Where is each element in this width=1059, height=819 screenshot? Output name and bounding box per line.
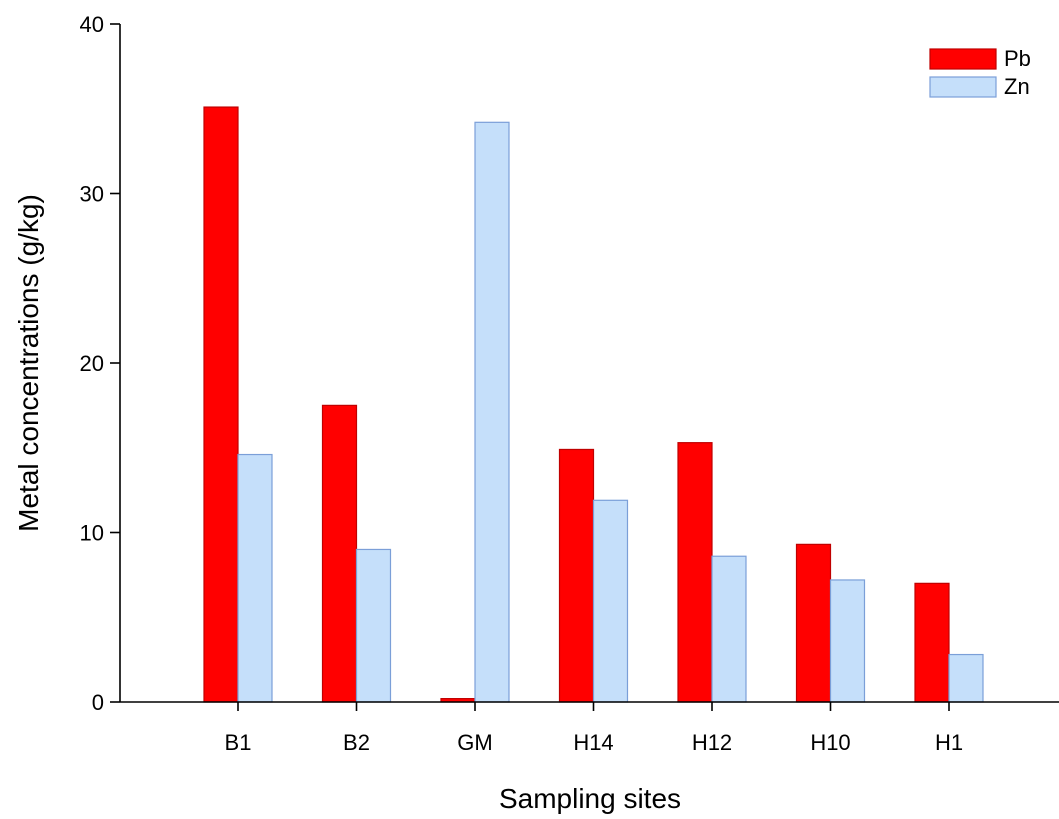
x-tick-label: GM — [457, 730, 492, 755]
legend: Pb Zn — [929, 46, 1031, 99]
bar-zn-b1 — [237, 453, 273, 703]
x-tick-label: H1 — [935, 730, 963, 755]
y-axis-ticks: 0 10 20 30 40 — [80, 12, 120, 715]
bar-zn-h1 — [948, 653, 984, 703]
bar-pb-h10 — [795, 543, 832, 703]
x-tick-label: H10 — [810, 730, 850, 755]
x-tick-label: B1 — [225, 730, 252, 755]
x-axis-ticks: B1 B2 GM H14 H12 H10 H1 — [225, 702, 963, 755]
y-tick-label: 10 — [80, 521, 104, 546]
x-tick-label: H12 — [692, 730, 732, 755]
legend-label-pb: Pb — [1004, 46, 1031, 71]
x-tick-label: H14 — [573, 730, 613, 755]
legend-swatch-pb — [929, 48, 997, 70]
bar-pb-h1 — [914, 582, 950, 703]
x-tick-label: B2 — [343, 730, 370, 755]
y-axis-title: Metal concentrations (g/kg) — [13, 194, 44, 532]
bar-zn-gm — [474, 121, 510, 703]
bars-group — [203, 106, 984, 703]
bar-pb-b1 — [203, 106, 239, 703]
legend-swatch-zn — [929, 76, 997, 98]
bar-pb-b2 — [321, 404, 358, 703]
bar-zn-h12 — [711, 555, 747, 703]
y-tick-label: 0 — [92, 690, 104, 715]
bar-zn-h10 — [829, 579, 866, 703]
bar-pb-h12 — [677, 442, 713, 703]
y-tick-label: 20 — [80, 351, 104, 376]
bar-zn-b2 — [355, 548, 392, 703]
bar-pb-h14 — [558, 448, 595, 703]
y-tick-label: 40 — [80, 12, 104, 37]
legend-label-zn: Zn — [1004, 74, 1030, 99]
x-axis-title: Sampling sites — [499, 783, 681, 814]
y-tick-label: 30 — [80, 182, 104, 207]
bar-zn-h14 — [592, 499, 629, 703]
